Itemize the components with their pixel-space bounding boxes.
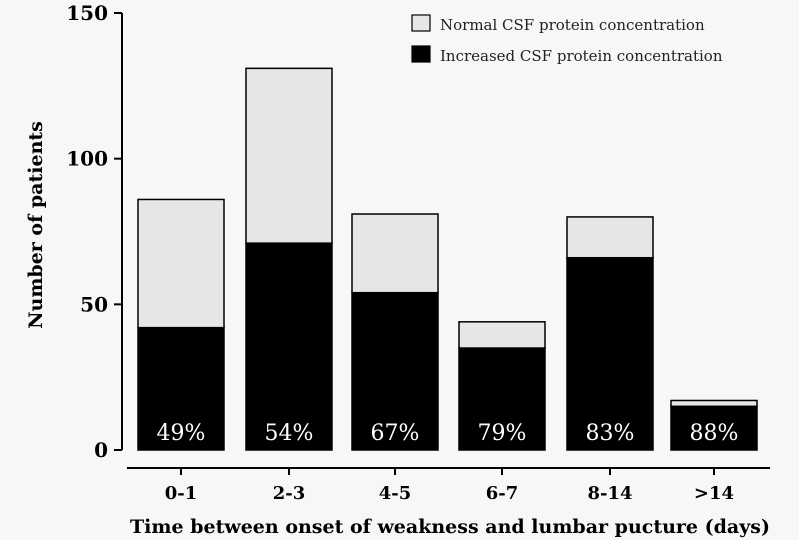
- bar-normal-5: [670, 399, 758, 408]
- bar-normal-3: [458, 321, 546, 349]
- y-tick-label: 0: [94, 438, 108, 462]
- legend-swatch-normal: [411, 14, 431, 32]
- y-axis-title: Number of patients: [25, 121, 47, 329]
- x-tick-label: 2-3: [273, 483, 306, 504]
- x-tick-label: >14: [694, 483, 734, 504]
- legend: Normal CSF protein concentration Increas…: [411, 14, 723, 65]
- y-tick-label: 50: [80, 292, 108, 316]
- legend-label-normal: Normal CSF protein concentration: [440, 16, 705, 34]
- bar-normal-0: [137, 198, 225, 329]
- bar-percent-label: 88%: [690, 421, 739, 446]
- legend-swatch-increased: [411, 45, 431, 63]
- x-tick-label: 8-14: [587, 483, 632, 504]
- bar-increased-1: [245, 242, 333, 451]
- bar-increased-2: [351, 291, 439, 451]
- bar-increased-0: [137, 326, 225, 451]
- bar-increased-4: [566, 256, 654, 451]
- bar-percent-label: 67%: [371, 421, 420, 446]
- bar-percent-label: 49%: [157, 421, 206, 446]
- bar-percent-label: 79%: [478, 421, 527, 446]
- x-tick-label: 0-1: [165, 483, 198, 504]
- bar-normal-1: [245, 67, 333, 244]
- bar-percent-label: 54%: [265, 421, 314, 446]
- x-tick-label: 6-7: [486, 483, 519, 504]
- bar-normal-2: [351, 213, 439, 294]
- bar-percent-label: 83%: [586, 421, 635, 446]
- bar-increased-5: [670, 405, 758, 451]
- y-tick-label: 100: [66, 147, 108, 171]
- x-tick-label: 4-5: [379, 483, 412, 504]
- legend-label-increased: Increased CSF protein concentration: [440, 47, 723, 65]
- x-axis-title: Time between onset of weakness and lumba…: [130, 516, 770, 538]
- bar-normal-4: [566, 216, 654, 259]
- y-tick-label: 150: [66, 1, 108, 25]
- axes: 0 50 100 150 0-1 2-3 4-5 6-7 8-14 >14: [66, 1, 770, 504]
- bars: 49% 54% 67% 79% 83% 88%: [137, 67, 758, 451]
